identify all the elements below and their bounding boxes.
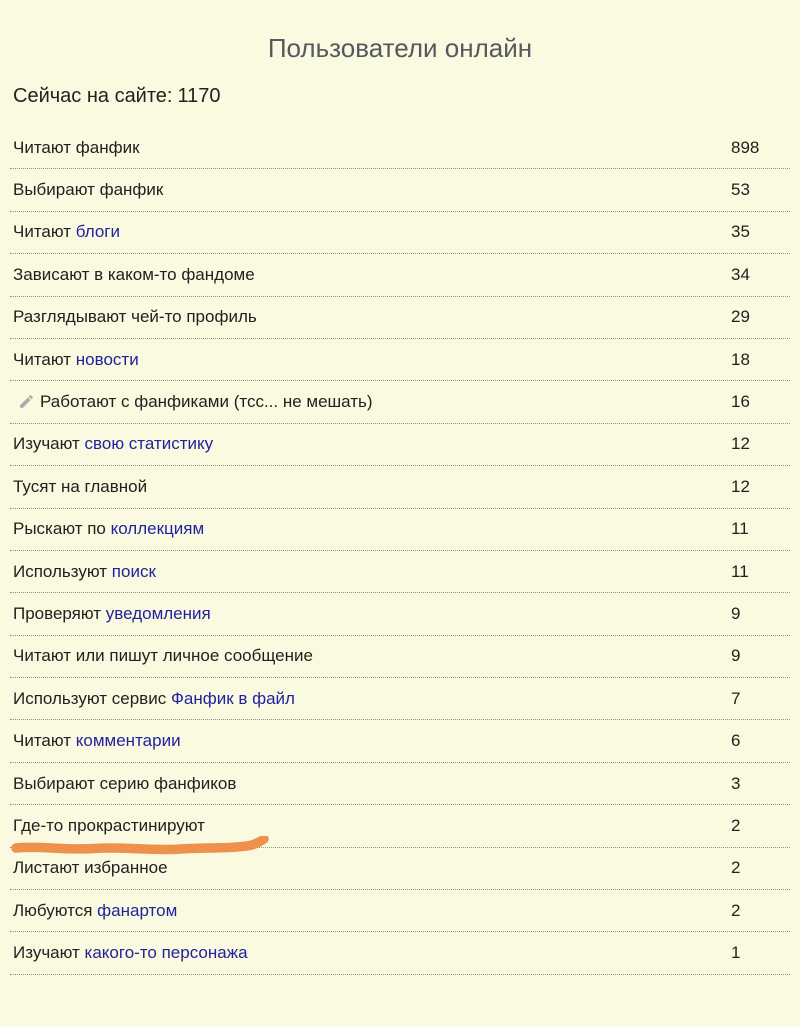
activity-text-pre: Читают (13, 349, 76, 369)
activity-text-pre: Читают (13, 222, 76, 242)
activity-count: 11 (731, 561, 749, 581)
activity-link[interactable]: блоги (75, 222, 121, 242)
table-row: Проверяют уведомления 9 (10, 593, 790, 636)
table-row: Выбирают фанфик 53 (10, 169, 790, 212)
online-activity-table: Читают фанфик 898 Выбирают фанфик 53 Чит… (10, 127, 790, 975)
table-row: Выбирают серию фанфиков 3 (10, 763, 790, 806)
activity-label: Тусят на главной (10, 477, 731, 497)
table-row: Читают новости 18 (10, 339, 790, 382)
activity-label: Читают блоги (10, 222, 731, 242)
table-row: Читают или пишут личное сообщение 9 (10, 636, 790, 679)
table-row: Используют поиск 11 (10, 551, 790, 594)
activity-link[interactable]: Фанфик в файл (170, 688, 295, 708)
activity-text-pre: Читают фанфик (13, 137, 140, 157)
activity-count: 12 (731, 476, 750, 496)
activity-link[interactable]: новости (75, 349, 139, 369)
activity-label: Выбирают фанфик (10, 180, 731, 200)
page-title: Пользователи онлайн (267, 33, 533, 63)
activity-count: 2 (731, 858, 741, 878)
table-row: Используют сервис Фанфик в файл 7 (10, 678, 790, 721)
table-row: Работают с фанфиками (тсс... не мешать) … (10, 381, 790, 424)
activity-text-pre: Где-то прокрастинируют (13, 815, 205, 835)
activity-label: Читают или пишут личное сообщение (10, 646, 731, 666)
activity-count: 9 (731, 603, 741, 623)
activity-count: 12 (731, 434, 750, 454)
online-now-counter: Сейчас на сайте: 1170 (0, 85, 800, 108)
activity-text-pre: Любуются (13, 900, 98, 920)
table-row: Рыскают по коллекциям 11 (10, 509, 790, 551)
table-row: Разглядывают чей-то профиль 29 (10, 297, 790, 339)
activity-text-pre: Зависают в каком-то фандоме (13, 264, 255, 284)
activity-label: Любуются фанартом (10, 901, 731, 921)
table-row: Зависают в каком-то фандоме 34 (10, 254, 790, 297)
table-row: Читают блоги 35 (10, 212, 790, 255)
activity-count: 6 (731, 731, 741, 751)
activity-count: 18 (731, 349, 750, 369)
table-row: Любуются фанартом 2 (10, 890, 790, 933)
activity-label: Читают комментарии (10, 731, 731, 751)
online-now-count: 1170 (177, 85, 221, 107)
activity-link[interactable]: свою статистику (84, 434, 214, 454)
activity-text-pre: Разглядывают чей-то профиль (13, 307, 257, 327)
activity-link[interactable]: фанартом (97, 900, 178, 920)
activity-link[interactable]: комментарии (75, 731, 181, 751)
table-row: Где-то прокрастинируют 2 (10, 805, 790, 854)
activity-text-pre: Работают с фанфиками (тсс... не мешать) (40, 392, 373, 412)
activity-text-pre: Читают или пишут личное сообщение (13, 646, 313, 666)
activity-label: Изучают какого-то персонажа (10, 943, 731, 963)
table-row: Тусят на главной 12 (10, 466, 790, 509)
table-row: Изучают какого-то персонажа 1 (10, 932, 790, 975)
table-row: Изучают свою статистику 12 (10, 424, 790, 467)
activity-count: 53 (731, 180, 750, 200)
activity-text-pre: Выбирают серию фанфиков (13, 773, 237, 793)
activity-text-pre: Изучают (13, 943, 85, 963)
activity-text-pre: Изучают (13, 434, 85, 454)
activity-count: 2 (731, 815, 741, 835)
table-row: Читают комментарии 6 (10, 720, 790, 763)
activity-text-pre: Листают избранное (13, 858, 168, 878)
activity-text-pre: Используют сервис (13, 688, 171, 708)
activity-count: 11 (731, 519, 749, 539)
activity-label: Разглядывают чей-то профиль (10, 307, 731, 327)
activity-label: Рыскают по коллекциям (10, 519, 731, 539)
activity-label: Выбирают серию фанфиков (10, 774, 731, 794)
pencil-edit-icon (18, 393, 35, 410)
activity-text-pre: Тусят на главной (13, 476, 148, 496)
activity-link[interactable]: коллекциям (110, 519, 205, 539)
activity-link[interactable]: уведомления (105, 603, 211, 623)
activity-label: Используют поиск (10, 562, 731, 582)
activity-text-pre: Используют (13, 561, 112, 581)
activity-count: 16 (731, 392, 750, 412)
activity-label: Проверяют уведомления (10, 604, 731, 624)
activity-link[interactable]: какого-то персонажа (84, 943, 248, 963)
activity-count: 7 (731, 688, 741, 708)
table-row: Читают фанфик 898 (10, 127, 790, 170)
activity-text-pre: Выбирают фанфик (13, 180, 164, 200)
table-row: Листают избранное 2 (10, 848, 790, 891)
activity-count: 29 (731, 307, 750, 327)
activity-count: 898 (731, 137, 760, 157)
activity-label: Читают фанфик (10, 138, 731, 158)
activity-count: 1 (731, 943, 741, 963)
activity-label: Работают с фанфиками (тсс... не мешать) (10, 392, 731, 412)
activity-label: Листают избранное (10, 858, 731, 878)
activity-label: Зависают в каком-то фандоме (10, 265, 731, 285)
activity-label: Изучают свою статистику (10, 434, 731, 454)
activity-label: Используют сервис Фанфик в файл (10, 689, 731, 709)
activity-label: Где-то прокрастинируют (10, 816, 731, 836)
activity-text-pre: Рыскают по (13, 519, 111, 539)
activity-label: Читают новости (10, 350, 731, 370)
activity-count: 35 (731, 222, 750, 242)
online-now-label: Сейчас на сайте: (13, 85, 173, 107)
activity-text-pre: Проверяют (13, 603, 106, 623)
activity-text-pre: Читают (13, 731, 76, 751)
activity-count: 34 (731, 264, 750, 284)
activity-count: 9 (731, 646, 741, 666)
activity-count: 2 (731, 900, 741, 920)
activity-count: 3 (731, 773, 741, 793)
activity-link[interactable]: поиск (111, 561, 156, 581)
